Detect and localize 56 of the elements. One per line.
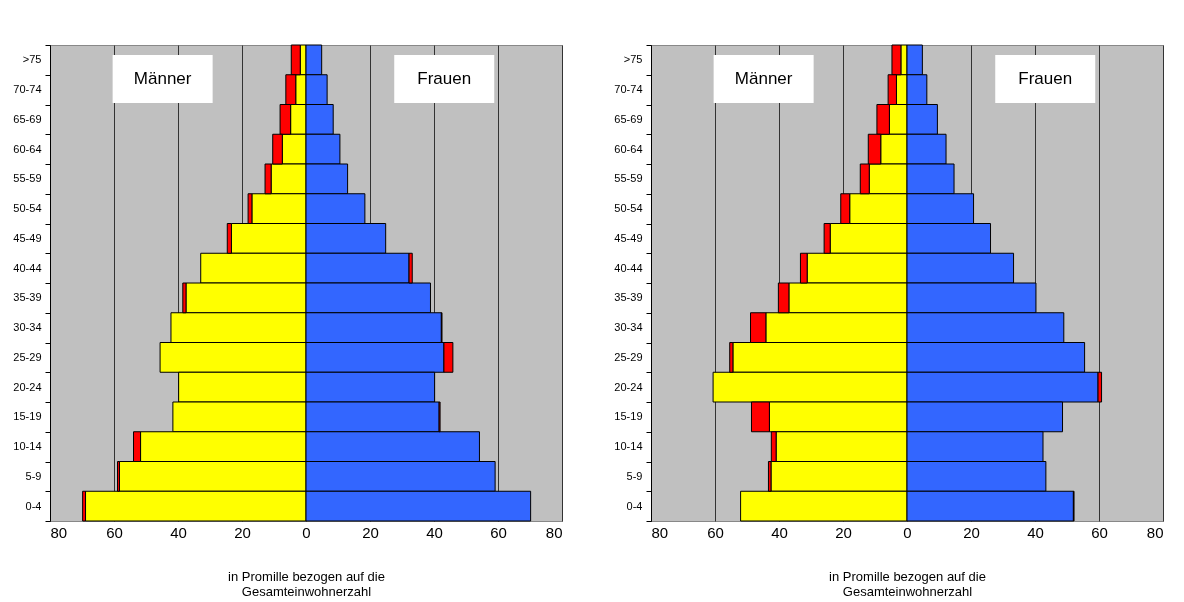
y-tick-label: 0-4	[626, 499, 643, 512]
y-tick-label: 30-34	[614, 321, 643, 334]
x-axis-title: in Promille bezogen auf die Gesamteinwohnerzahl	[829, 568, 986, 599]
y-tick-label: 45-49	[614, 231, 643, 244]
x-tick-label: 60	[707, 523, 724, 541]
y-tick-label: 10-14	[13, 440, 42, 453]
x-tick-label: 40	[426, 523, 443, 541]
x-axis-title: in Promille bezogen auf die Gesamteinwohnerzahl	[228, 568, 385, 599]
x-tick-label: 0	[903, 523, 912, 541]
x-tick-label: 80	[1146, 523, 1164, 541]
annotation: Frauen	[417, 69, 472, 88]
y-tick-label: 65-69	[13, 112, 42, 125]
y-tick-label: 60-64	[614, 142, 643, 155]
annotation: Männer	[734, 69, 793, 88]
y-tick-label: 70-74	[13, 83, 42, 96]
y-tick-label: 5-9	[626, 469, 643, 482]
x-tick-label: 60	[490, 523, 507, 541]
y-tick-label: 35-39	[13, 291, 42, 304]
y-tick-label: 5-9	[25, 469, 42, 482]
y-tick-label: >75	[22, 53, 42, 66]
x-tick-label: 40	[1027, 523, 1044, 541]
y-tick-label: 0-4	[25, 499, 42, 512]
y-tick-label: 50-54	[614, 202, 643, 215]
x-tick-label: 20	[362, 523, 379, 541]
y-tick-label: 10-14	[614, 440, 643, 453]
y-tick-label: 55-59	[614, 172, 643, 185]
y-tick-label: 70-74	[614, 83, 643, 96]
y-tick-label: 20-24	[13, 380, 42, 393]
x-tick-label: 0	[302, 523, 311, 541]
y-tick-label: 25-29	[13, 350, 42, 363]
x-tick-label: 40	[170, 523, 187, 541]
y-tick-label: 15-19	[614, 410, 643, 423]
y-tick-label: 40-44	[614, 261, 643, 274]
y-tick-label: 25-29	[614, 350, 643, 363]
y-tick-label: 20-24	[614, 380, 643, 393]
y-tick-label: 50-54	[13, 202, 42, 215]
y-tick-label: 35-39	[614, 291, 643, 304]
x-tick-label: 80	[545, 523, 563, 541]
x-tick-label: 20	[963, 523, 980, 541]
annotation: Frauen	[1018, 69, 1073, 88]
y-tick-label: >75	[623, 53, 643, 66]
x-tick-label: 40	[771, 523, 788, 541]
y-tick-label: 15-19	[13, 410, 42, 423]
annotation: Männer	[133, 69, 192, 88]
x-tick-label: 60	[1091, 523, 1108, 541]
x-tick-label: 20	[835, 523, 852, 541]
y-tick-label: 40-44	[13, 261, 42, 274]
y-tick-label: 45-49	[13, 231, 42, 244]
y-tick-label: 60-64	[13, 142, 42, 155]
x-tick-label: 20	[234, 523, 251, 541]
y-tick-label: 30-34	[13, 321, 42, 334]
y-tick-label: 65-69	[614, 112, 643, 125]
x-tick-label: 80	[651, 523, 669, 541]
x-tick-label: 60	[106, 523, 123, 541]
x-tick-label: 80	[50, 523, 68, 541]
y-tick-label: 55-59	[13, 172, 42, 185]
